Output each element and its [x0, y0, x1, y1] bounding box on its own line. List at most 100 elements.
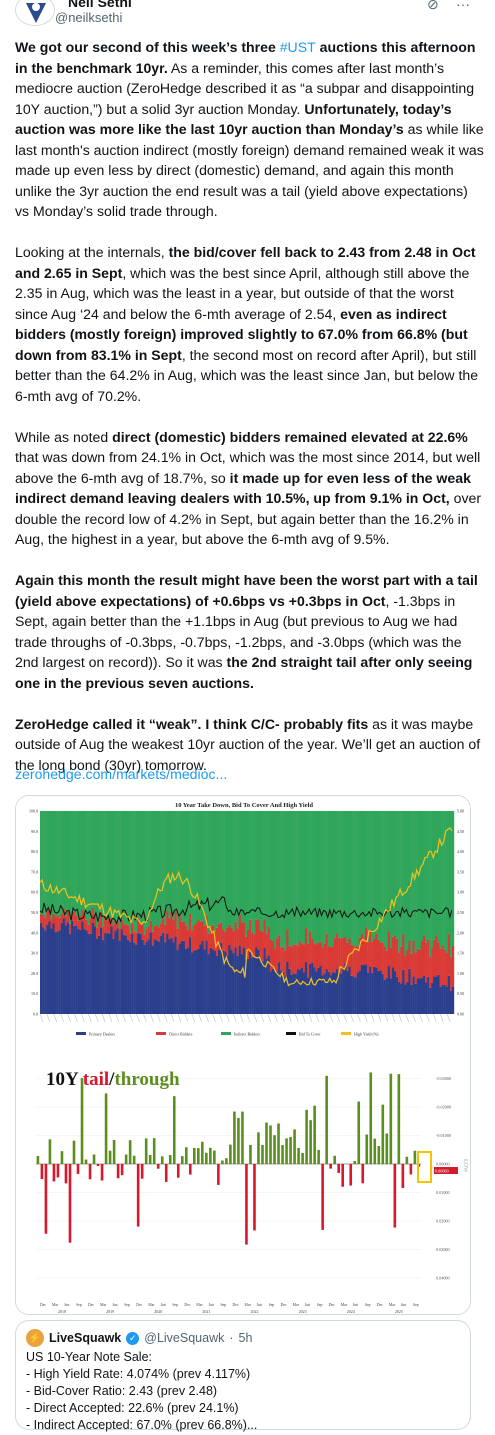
- x-tick: [115, 1013, 120, 1023]
- bar-indirect-bidders: [346, 811, 349, 943]
- x-tick: [74, 1013, 78, 1023]
- bar-tail: [88, 1164, 92, 1180]
- bar-indirect-bidders: [435, 811, 438, 936]
- bar-primary-dealers: [120, 929, 123, 1014]
- legend-label: Indirect Bidders: [234, 1032, 260, 1037]
- bar-primary-dealers: [224, 951, 227, 1014]
- author-avatar[interactable]: [15, 0, 55, 26]
- bar-indirect-bidders: [191, 811, 194, 931]
- bar-indirect-bidders: [282, 811, 285, 947]
- bar-indirect-bidders: [445, 811, 448, 953]
- bar-direct-bidders: [282, 946, 285, 972]
- bar-direct-bidders: [244, 936, 248, 960]
- hashtag-link[interactable]: #UST: [279, 39, 316, 55]
- quote-avatar[interactable]: ⚡: [26, 1329, 44, 1347]
- bar-indirect-bidders: [358, 811, 362, 938]
- bar-primary-dealers: [269, 971, 273, 1014]
- legend-swatch: [156, 1032, 166, 1035]
- verified-badge-icon: ✓: [126, 1331, 140, 1345]
- bar-indirect-bidders: [139, 811, 142, 924]
- bar-direct-bidders: [393, 935, 397, 972]
- bar-indirect-bidders: [321, 811, 324, 948]
- bar-through: [124, 1154, 128, 1164]
- quote-author-name[interactable]: LiveSquawk: [49, 1330, 122, 1345]
- x-tick: [46, 1013, 51, 1023]
- x-tick: [191, 1013, 195, 1023]
- bar-indirect-bidders: [342, 811, 345, 938]
- bar-indirect-bidders: [48, 811, 51, 910]
- bar-indirect-bidders: [104, 811, 107, 917]
- bar-through: [104, 1093, 108, 1164]
- bar-primary-dealers: [52, 923, 55, 1014]
- bar-indirect-bidders: [340, 811, 343, 939]
- bar-through: [144, 1138, 148, 1164]
- bar-indirect-bidders: [226, 811, 229, 928]
- bar-indirect-bidders: [81, 811, 84, 910]
- bar-primary-dealers: [325, 968, 328, 1014]
- bar-direct-bidders: [97, 922, 101, 936]
- bar-direct-bidders: [404, 956, 407, 985]
- x-tick: [67, 1013, 71, 1023]
- bar-direct-bidders: [147, 926, 150, 940]
- bar-through: [152, 1138, 156, 1164]
- bar-indirect-bidders: [329, 811, 333, 947]
- author-handle[interactable]: @neilksethi: [55, 10, 123, 25]
- bar-direct-bidders: [180, 921, 184, 941]
- bar-primary-dealers: [79, 929, 82, 1014]
- bar-primary-dealers: [66, 922, 70, 1014]
- x-tick: [391, 1013, 396, 1023]
- bar-indirect-bidders: [89, 811, 92, 919]
- bar-primary-dealers: [307, 977, 310, 1014]
- bar-tail: [136, 1164, 140, 1227]
- bar-direct-bidders: [439, 948, 442, 987]
- bar-indirect-bidders: [402, 811, 405, 935]
- grok-icon[interactable]: ⊘: [427, 0, 439, 12]
- bar-direct-bidders: [416, 948, 420, 979]
- bar-through: [60, 1151, 64, 1164]
- x-year-label: 2022: [251, 1309, 259, 1314]
- bar-indirect-bidders: [164, 811, 167, 925]
- more-icon[interactable]: ···: [456, 0, 470, 12]
- bar-through: [293, 1129, 296, 1164]
- bar-through: [365, 1134, 369, 1164]
- bar-primary-dealers: [172, 942, 175, 1014]
- bar-primary-dealers: [429, 987, 432, 1014]
- bar-indirect-bidders: [184, 811, 188, 926]
- bar-indirect-bidders: [149, 811, 152, 921]
- text-segment: ZeroHedge called it “weak”. I think C/C-…: [15, 715, 369, 732]
- tweet-media[interactable]: 10 Year Take Down, Bid To Cover And High…: [15, 795, 471, 1315]
- bar-indirect-bidders: [414, 811, 417, 953]
- bar-through: [221, 1160, 224, 1164]
- bar-primary-dealers: [315, 971, 318, 1014]
- bar-tail: [56, 1164, 60, 1178]
- x-tick-label: Dec: [233, 1303, 239, 1307]
- article-link[interactable]: zerohedge.com/markets/medioc...: [15, 766, 228, 782]
- bar-tail: [44, 1164, 48, 1234]
- legend-swatch: [341, 1032, 351, 1035]
- bar-indirect-bidders: [348, 811, 351, 939]
- bar-indirect-bidders: [298, 811, 302, 942]
- bar-indirect-bidders: [242, 811, 246, 923]
- bar-primary-dealers: [93, 926, 97, 1014]
- bar-tail: [337, 1164, 340, 1173]
- bar-primary-dealers: [271, 968, 275, 1014]
- bar-direct-bidders: [317, 942, 320, 968]
- x-tick: [364, 1013, 368, 1023]
- bar-primary-dealers: [311, 962, 314, 1014]
- bar-indirect-bidders: [259, 811, 262, 931]
- author-name[interactable]: Neil Sethi: [68, 0, 132, 10]
- bar-direct-bidders: [350, 944, 353, 976]
- bar-primary-dealers: [81, 921, 84, 1014]
- bar-through: [180, 1156, 184, 1164]
- x-tick: [88, 1013, 92, 1023]
- bar-indirect-bidders: [373, 811, 376, 939]
- bar-direct-bidders: [389, 947, 393, 979]
- x-tick-label: Jun: [112, 1303, 117, 1307]
- bar-indirect-bidders: [255, 811, 258, 920]
- bar-direct-bidders: [383, 946, 386, 980]
- quoted-tweet[interactable]: ⚡ LiveSquawk ✓ @LiveSquawk · 5h US 10-Ye…: [15, 1320, 471, 1432]
- text-segment: , which was the best since April, althou…: [15, 264, 470, 322]
- quote-line: US 10-Year Note Sale:: [26, 1350, 153, 1364]
- bar-indirect-bidders: [170, 811, 173, 912]
- bar-indirect-bidders: [325, 811, 328, 934]
